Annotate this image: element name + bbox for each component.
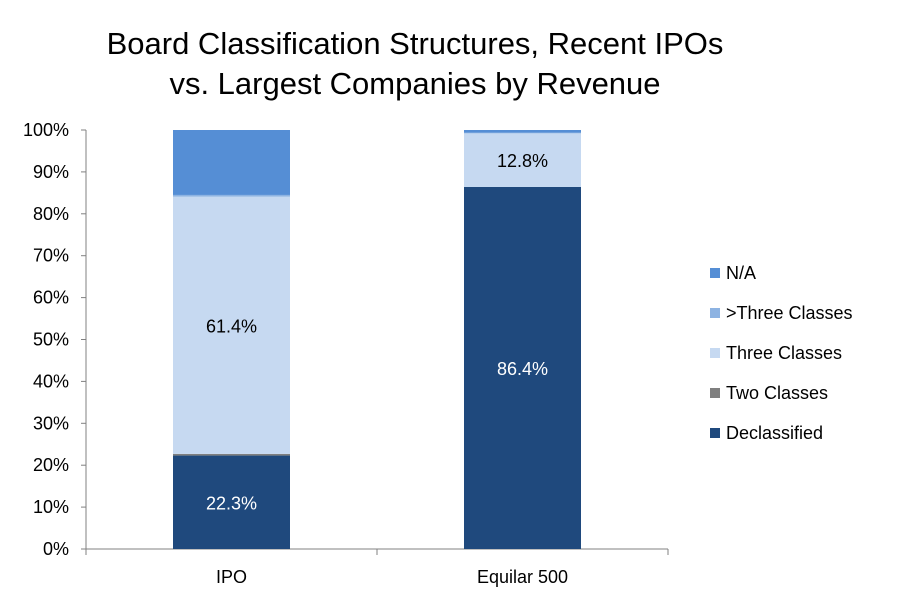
y-tick-label: 30% [33,413,69,433]
legend-swatch [710,428,720,438]
y-tick-label: 100% [23,120,69,140]
legend-swatch [710,268,720,278]
y-tick-label: 80% [33,204,69,224]
chart-title-line-2: vs. Largest Companies by Revenue [169,66,661,101]
bar-segment [464,132,581,134]
legend-swatch [710,308,720,318]
bar-segment [464,133,581,187]
legend-label: >Three Classes [726,303,853,323]
legend-label: N/A [726,263,756,283]
legend-swatch [710,348,720,358]
bar-segment [173,130,290,195]
chart-title: Board Classification Structures, Recent … [0,24,830,104]
data-label: 86.4% [497,359,548,379]
data-label: 22.3% [206,493,257,513]
data-label: 12.8% [497,151,548,171]
y-tick-label: 10% [33,497,69,517]
y-tick-label: 70% [33,246,69,266]
y-tick-label: 20% [33,455,69,475]
chart-title-line-1: Board Classification Structures, Recent … [106,26,724,61]
bar-segment [464,186,581,549]
bar-segment [464,130,581,133]
x-tick-label: IPO [216,567,247,587]
legend-label: Three Classes [726,343,842,363]
y-tick-label: 40% [33,371,69,391]
bar-segment [173,453,290,456]
bar-segment [173,455,290,549]
bar-segment [173,194,290,197]
legend-swatch [710,388,720,398]
y-tick-label: 60% [33,288,69,308]
legend-label: Two Classes [726,383,828,403]
x-tick-label: Equilar 500 [477,567,568,587]
y-tick-label: 0% [43,539,69,559]
legend-label: Declassified [726,423,823,443]
y-tick-label: 90% [33,162,69,182]
data-label: 61.4% [206,316,257,336]
bar-segment [173,196,290,454]
y-tick-label: 50% [33,330,69,350]
